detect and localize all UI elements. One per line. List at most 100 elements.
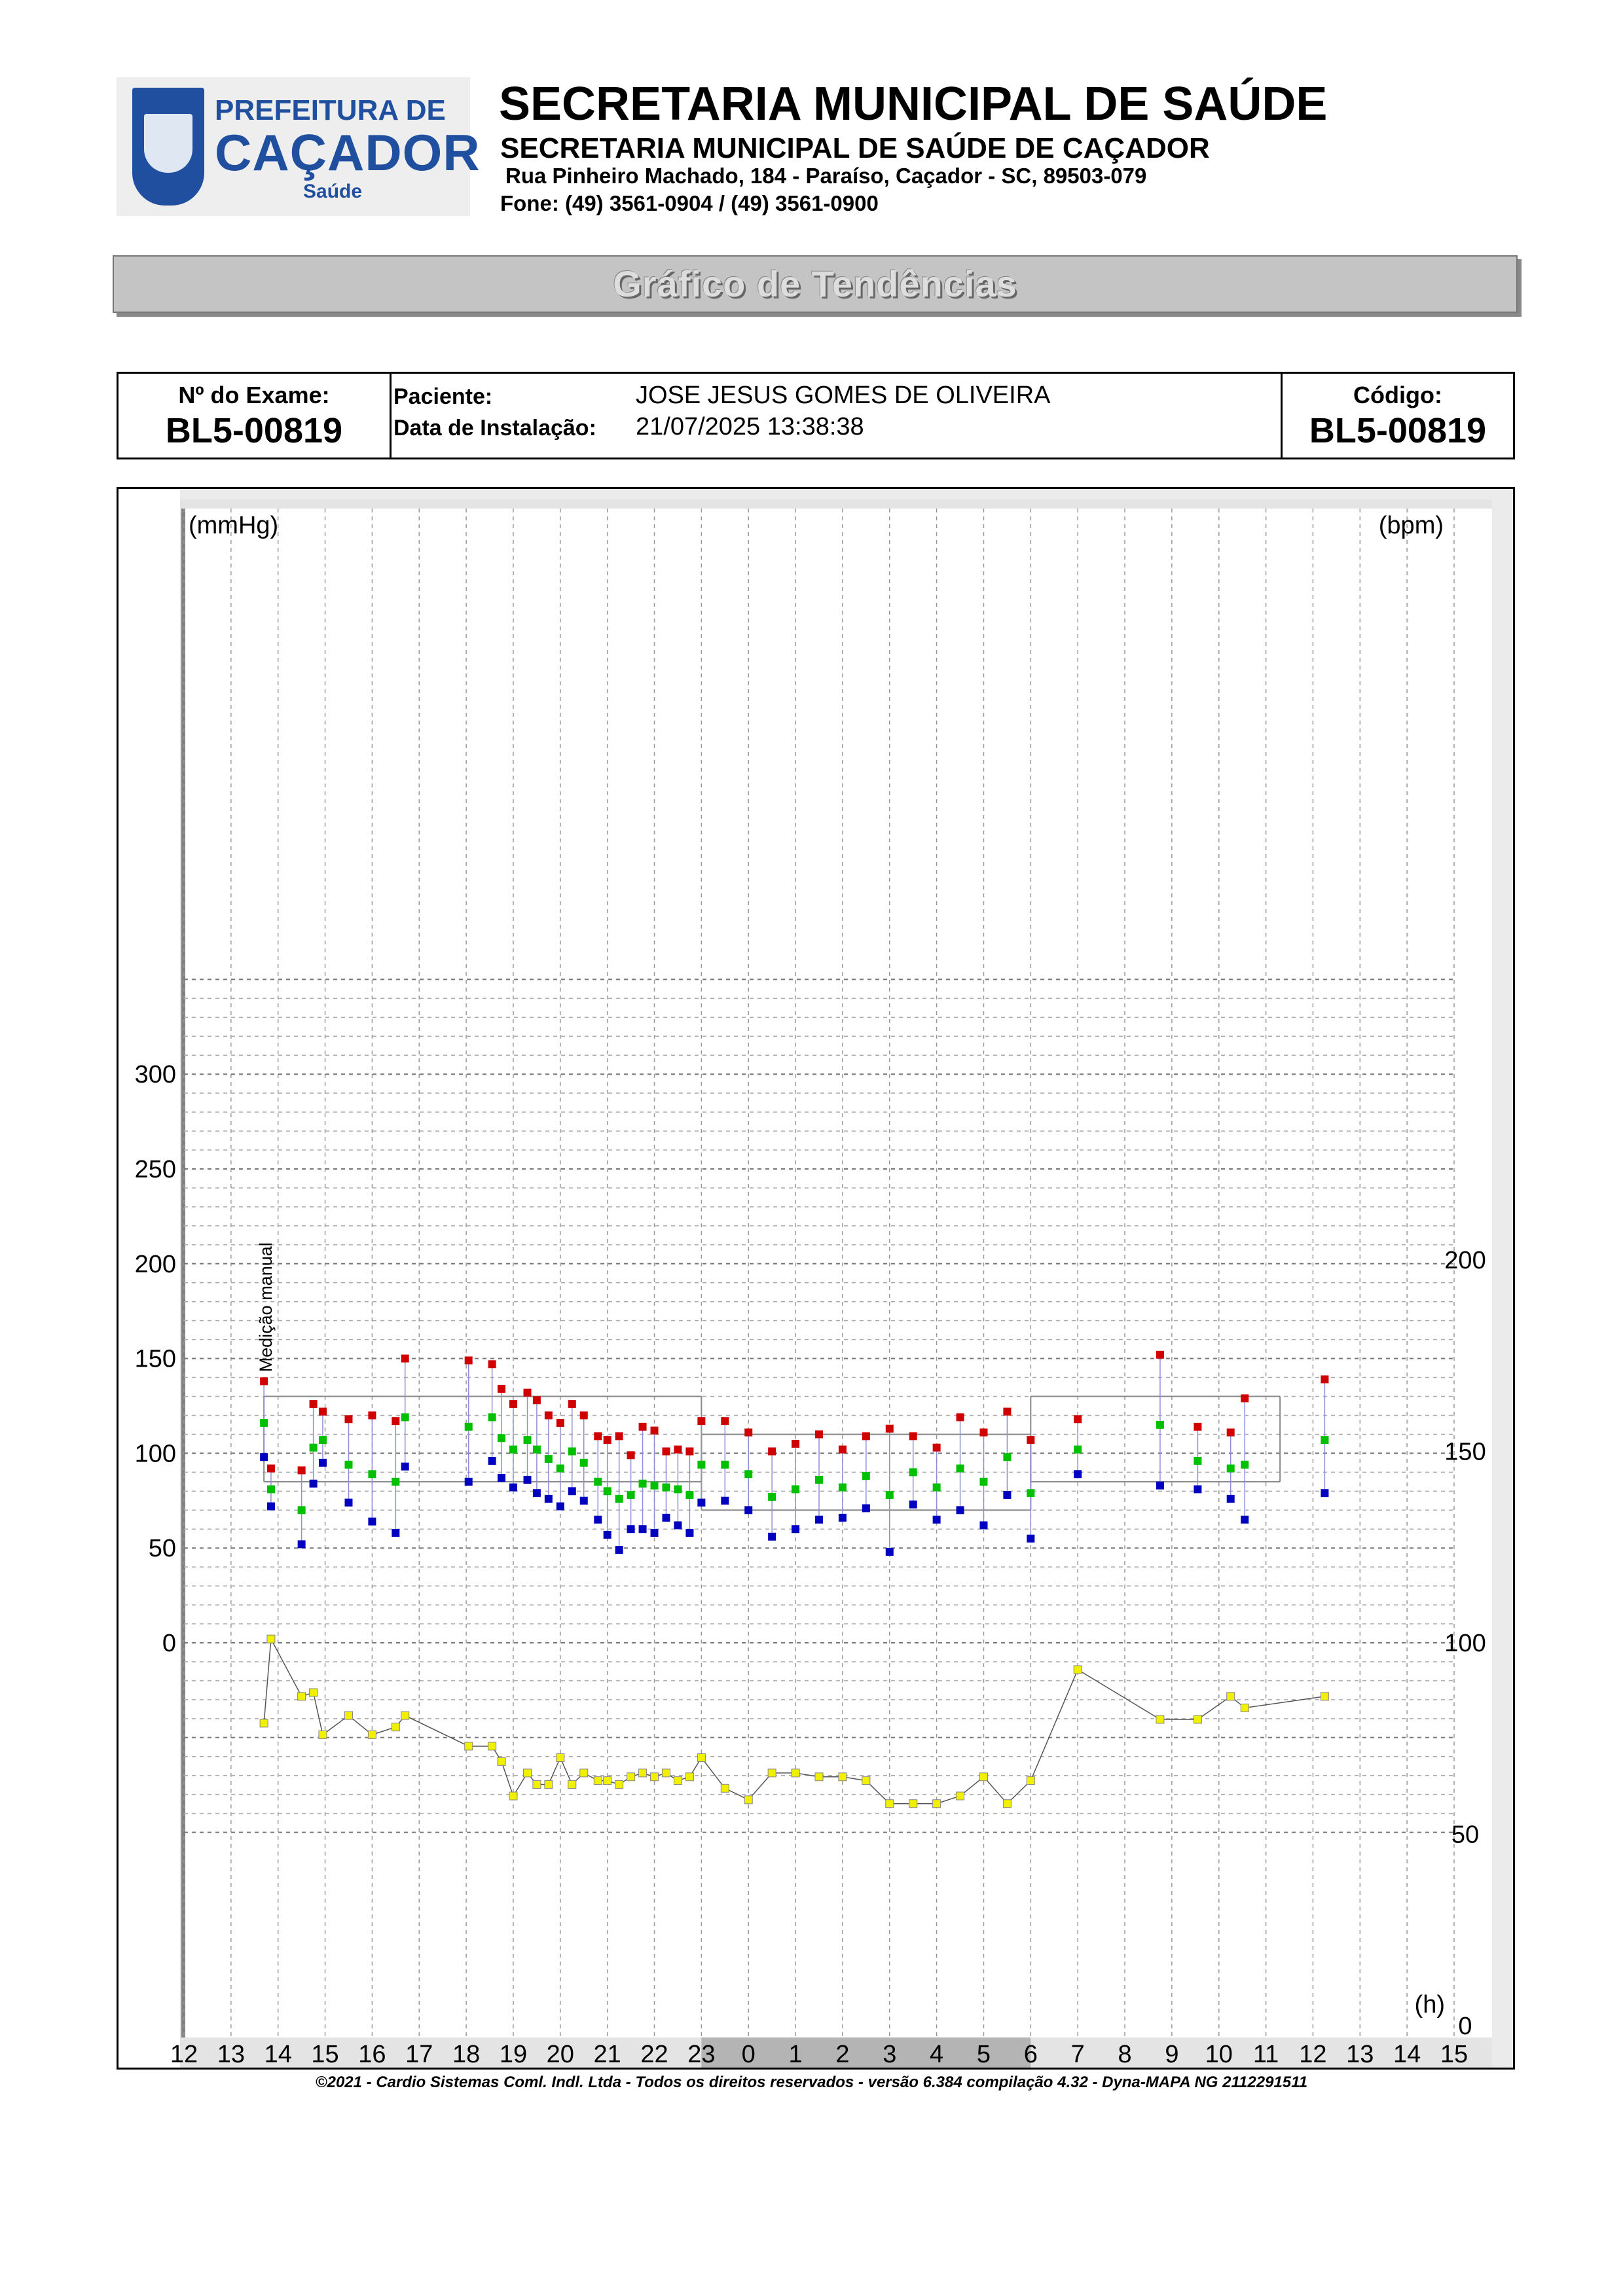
systolic-point <box>392 1417 400 1426</box>
heart-rate-point <box>568 1780 577 1789</box>
x-tick-label: 22 <box>640 2041 668 2068</box>
diastolic-point <box>685 1529 694 1537</box>
mean-point <box>498 1434 505 1443</box>
systolic-point <box>568 1400 576 1408</box>
diastolic-point <box>662 1513 670 1522</box>
x-tick-label: 6 <box>1024 2041 1038 2068</box>
systolic-point <box>266 1464 275 1473</box>
diastolic-point <box>1194 1485 1202 1494</box>
systolic-point <box>956 1413 964 1422</box>
systolic-point <box>792 1439 800 1448</box>
x-tick-label: 2 <box>835 2041 849 2068</box>
heart-rate-point <box>673 1776 682 1785</box>
heart-rate-point <box>767 1768 776 1778</box>
mean-point <box>488 1413 496 1422</box>
right-axis-unit: (bpm) <box>1379 512 1444 539</box>
mean-point <box>744 1470 753 1479</box>
diastolic-point <box>464 1477 473 1486</box>
mean-point <box>815 1475 823 1484</box>
left-tick-label: 0 <box>162 1630 176 1657</box>
diastolic-point <box>956 1506 964 1515</box>
mean-point <box>309 1443 318 1452</box>
mean-point <box>297 1506 306 1515</box>
mean-point <box>1241 1460 1249 1469</box>
heart-rate-point <box>297 1692 306 1701</box>
header-subtitle: SECRETARIA MUNICIPAL DE SAÚDE DE CAÇADOR <box>500 132 1210 164</box>
mean-point <box>638 1479 647 1488</box>
chart-frame-right <box>1492 489 1513 2068</box>
reference-bands <box>263 1395 1281 2068</box>
mean-point <box>318 1436 327 1444</box>
diastolic-point <box>603 1530 611 1539</box>
systolic-point <box>523 1388 532 1397</box>
systolic-point <box>815 1430 823 1439</box>
heart-rate-point <box>1156 1715 1165 1724</box>
diastolic-point <box>401 1462 409 1471</box>
install-date-label: Data de Instalação: <box>393 416 596 440</box>
right-tick-label: 200 <box>1444 1247 1486 1274</box>
systolic-point <box>979 1428 988 1437</box>
heart-rate-point <box>685 1772 694 1782</box>
heart-rate-point <box>615 1780 624 1789</box>
systolic-point <box>909 1432 917 1441</box>
code-label: Código: <box>1353 382 1442 408</box>
systolic-point <box>579 1411 588 1420</box>
diastolic-point <box>650 1529 659 1537</box>
diastolic-point <box>266 1502 275 1511</box>
diastolic-point <box>368 1517 376 1526</box>
x-tick-label: 13 <box>1346 2041 1374 2068</box>
systolic-point <box>1226 1428 1235 1437</box>
left-tick-label: 100 <box>135 1440 176 1467</box>
mean-point <box>603 1487 611 1496</box>
x-tick-label: 13 <box>217 2041 245 2068</box>
diastolic-point <box>627 1525 635 1534</box>
mean-point <box>579 1458 588 1467</box>
x-tick-label: 15 <box>311 2041 338 2068</box>
heart-rate-point <box>523 1768 532 1778</box>
x-tick-label: 17 <box>405 2041 433 2068</box>
systolic-point <box>260 1377 268 1386</box>
mean-point <box>392 1477 400 1486</box>
diastolic-point <box>556 1502 564 1511</box>
mean-point <box>1321 1436 1329 1444</box>
report-banner-title: Gráfico de Tendências <box>113 255 1518 313</box>
heart-rate-point <box>464 1742 473 1751</box>
diastolic-point <box>579 1496 588 1505</box>
chart-frame-top <box>180 489 1513 499</box>
heart-rate-point <box>593 1776 602 1785</box>
heart-rate-point <box>544 1780 553 1789</box>
diastolic-point <box>792 1525 800 1534</box>
heart-rate-point <box>367 1730 376 1739</box>
diastolic-point <box>638 1525 647 1534</box>
heart-rate-point <box>401 1711 410 1720</box>
mean-point <box>344 1460 353 1469</box>
heart-rate-point <box>932 1799 941 1808</box>
heart-rate-point <box>556 1753 565 1762</box>
mean-point <box>368 1470 376 1479</box>
mean-point <box>674 1485 682 1494</box>
diastolic-point <box>838 1513 847 1522</box>
systolic-point <box>297 1466 306 1475</box>
systolic-point <box>885 1424 894 1433</box>
heart-rate-point <box>344 1711 353 1720</box>
heart-rate-point <box>885 1799 894 1808</box>
mean-point <box>768 1493 776 1501</box>
diastolic-point <box>768 1532 776 1541</box>
mean-point <box>650 1481 659 1490</box>
mean-point <box>627 1491 635 1499</box>
systolic-point <box>1241 1394 1249 1403</box>
mean-point <box>532 1445 541 1454</box>
x-tick-label: 12 <box>170 2041 198 2068</box>
right-tick-label: 50 <box>1451 1821 1479 1849</box>
systolic-point <box>838 1445 847 1454</box>
mean-point <box>266 1485 275 1494</box>
diastolic-point <box>885 1547 894 1556</box>
systolic-point <box>932 1443 941 1452</box>
x-tick-label: 10 <box>1205 2041 1233 2068</box>
heart-rate-point <box>650 1772 659 1782</box>
systolic-point <box>594 1432 602 1441</box>
mean-point <box>885 1491 894 1499</box>
heart-rate-point <box>909 1799 918 1808</box>
x-tick-label: 3 <box>883 2041 896 2068</box>
